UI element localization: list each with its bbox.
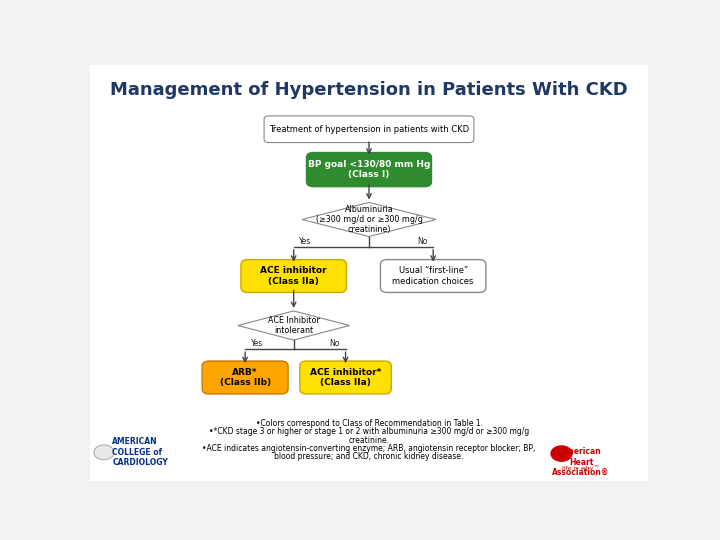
FancyBboxPatch shape <box>300 361 392 394</box>
Text: BP goal <130/80 mm Hg
(Class I): BP goal <130/80 mm Hg (Class I) <box>308 160 430 179</box>
Polygon shape <box>238 311 349 340</box>
Text: •*CKD stage 3 or higher or stage 1 or 2 with albuminuria ≥300 mg/d or ≥300 mg/g: •*CKD stage 3 or higher or stage 1 or 2 … <box>209 427 529 436</box>
Text: ACE inhibitor*
(Class IIa): ACE inhibitor* (Class IIa) <box>310 368 382 387</box>
Text: No: No <box>417 237 428 246</box>
Text: Albuminuria
(≥300 mg/d or ≥300 mg/g
creatinine): Albuminuria (≥300 mg/d or ≥300 mg/g crea… <box>315 205 423 234</box>
Polygon shape <box>302 202 436 237</box>
Text: ARB*
(Class IIb): ARB* (Class IIb) <box>220 368 271 387</box>
Text: American
Heart
Association®: American Heart Association® <box>552 447 610 477</box>
FancyBboxPatch shape <box>90 65 648 481</box>
Text: No: No <box>330 339 340 348</box>
Text: ACE inhibitor
(Class IIa): ACE inhibitor (Class IIa) <box>261 266 327 286</box>
Text: Usual “first-line”
medication choices: Usual “first-line” medication choices <box>392 266 474 286</box>
Text: life is why™: life is why™ <box>562 465 600 471</box>
Text: AMERICAN
COLLEGE of
CARDIOLOGY: AMERICAN COLLEGE of CARDIOLOGY <box>112 437 168 467</box>
Text: creatinine.: creatinine. <box>348 436 390 445</box>
Circle shape <box>550 446 572 462</box>
FancyBboxPatch shape <box>380 260 486 293</box>
Text: •Colors correspond to Class of Recommendation in Table 1.: •Colors correspond to Class of Recommend… <box>256 419 482 428</box>
FancyBboxPatch shape <box>202 361 288 394</box>
Text: Yes: Yes <box>300 237 312 246</box>
FancyBboxPatch shape <box>264 116 474 143</box>
Text: Yes: Yes <box>251 339 263 348</box>
Text: blood pressure; and CKD, chronic kidney disease.: blood pressure; and CKD, chronic kidney … <box>274 453 464 461</box>
Circle shape <box>94 445 114 460</box>
Text: •ACE indicates angiotensin-converting enzyme; ARB, angiotensin receptor blocker;: •ACE indicates angiotensin-converting en… <box>202 444 536 453</box>
Text: ACE Inhibitor
intolerant: ACE Inhibitor intolerant <box>268 316 320 335</box>
Text: Management of Hypertension in Patients With CKD: Management of Hypertension in Patients W… <box>110 82 628 99</box>
FancyBboxPatch shape <box>307 152 431 187</box>
Text: Treatment of hypertension in patients with CKD: Treatment of hypertension in patients wi… <box>269 125 469 134</box>
FancyBboxPatch shape <box>241 260 346 293</box>
